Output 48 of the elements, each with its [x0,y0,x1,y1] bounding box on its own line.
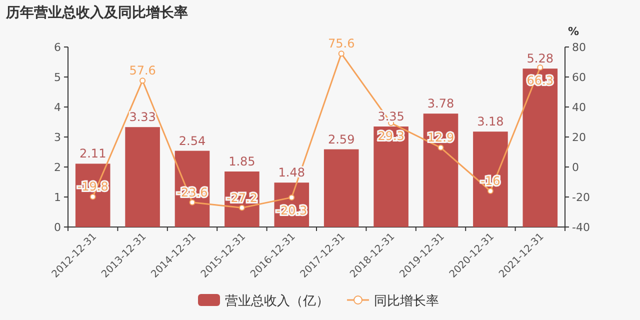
point [140,78,146,84]
y2-axis-title: % [568,25,580,38]
y-tick-label: 5 [54,71,61,84]
data-label: 5.28 [526,52,554,66]
bar [324,149,359,227]
point [238,204,245,211]
data-label: 29.3 [378,129,404,144]
y-tick-label: 4 [54,101,61,114]
y2-tick-label: -20 [572,191,590,204]
point [537,64,544,71]
data-label: 3.33 [129,110,156,124]
data-label: 75.6 [328,36,355,51]
data-label: 2.11 [79,146,106,161]
y-tick-label: 2 [54,161,61,174]
bar [522,68,558,227]
bar [125,127,160,227]
y2-tick-label: 60 [572,71,586,84]
y2-tick-label: 20 [572,131,586,144]
y-tick-label: 3 [54,131,61,144]
legend-label: 同比增长率 [374,293,439,309]
y2-tick-label: 0 [572,161,579,174]
bar [423,114,458,227]
y2-tick-label: 80 [572,41,586,54]
data-label: 3.78 [427,96,454,111]
data-label: -16 [480,174,500,188]
data-label: -20.3 [276,203,308,218]
data-label: 1.85 [228,154,256,168]
point [438,144,444,151]
data-label: 3.18 [477,114,504,129]
data-label: -27.2 [226,190,258,205]
data-label: 2.59 [328,132,355,146]
y2-tick-label: 40 [572,101,586,114]
y2-tick-label: -40 [572,221,590,234]
y-tick-label: 1 [54,191,61,204]
point [288,194,295,200]
y-tick-label: 6 [54,41,61,54]
data-label: 2.54 [178,134,206,148]
data-label: 57.6 [129,64,156,78]
bar [374,126,408,227]
data-label: 12.9 [427,130,454,145]
bar [473,132,508,227]
y-tick-label: 0 [54,221,61,234]
legend-label: 营业总收入（亿） [225,294,329,309]
point [487,188,494,194]
point [189,199,196,206]
point [338,50,344,57]
point [90,194,96,200]
chart-title: 历年营业总收入及同比增长率 [5,4,188,21]
